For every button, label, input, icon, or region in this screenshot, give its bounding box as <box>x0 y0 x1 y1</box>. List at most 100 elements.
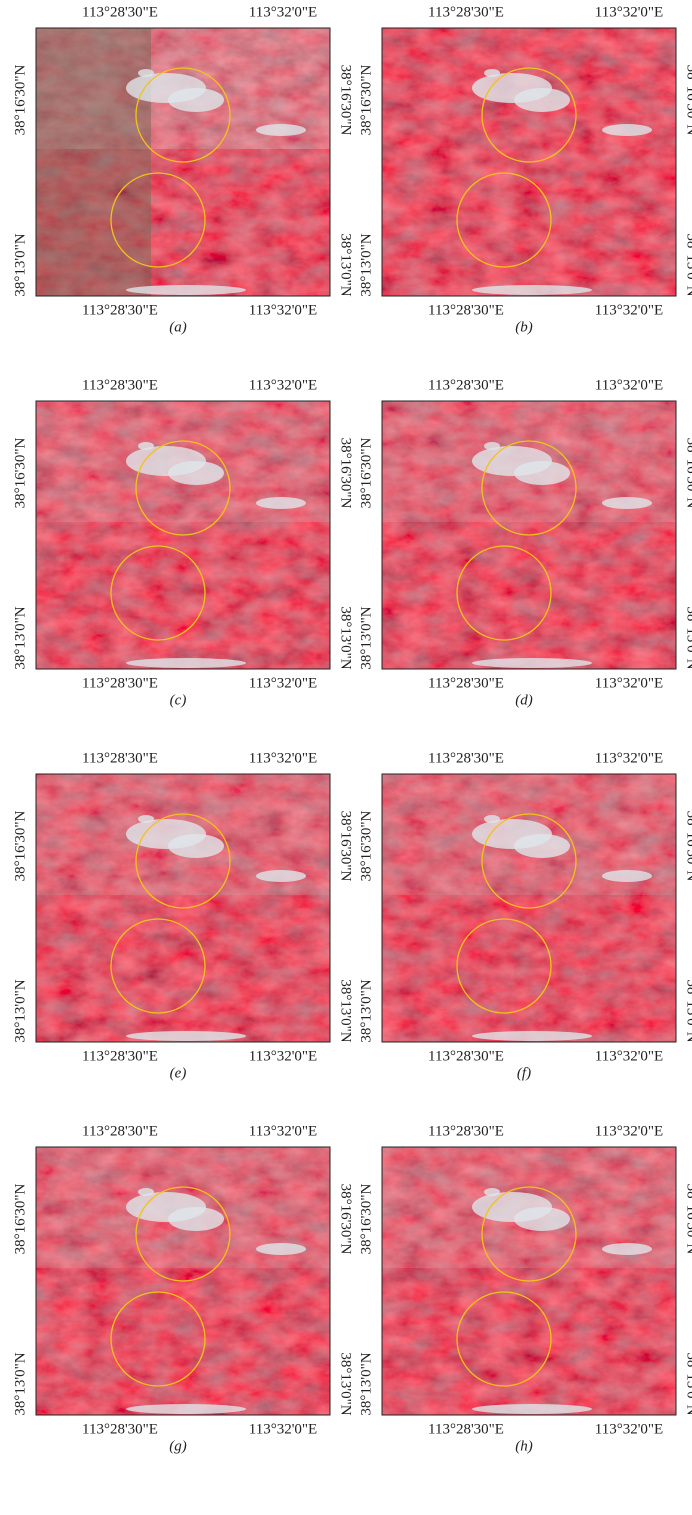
bright-area <box>472 658 592 668</box>
map-panel: 113°28'30"E 113°28'30"E 113°32'0"E 113°32'0… <box>12 377 353 708</box>
bright-area <box>602 124 652 136</box>
map-frame <box>35 27 331 297</box>
bright-area <box>168 461 224 485</box>
bottom-longitude-label: 113°28'30"E <box>428 1048 504 1064</box>
bright-area <box>168 88 224 112</box>
top-longitude-label: 113°28'30"E <box>428 750 504 766</box>
right-latitude-label: 38°13'0"N <box>684 1352 692 1415</box>
bright-area <box>256 497 306 509</box>
study-circle <box>481 67 577 163</box>
bright-area <box>602 870 652 882</box>
study-circle <box>456 918 552 1014</box>
top-longitude-label: 113°32'0"E <box>249 377 317 393</box>
bright-area <box>472 1404 592 1414</box>
left-latitude-label: 38°13'0"N <box>358 233 374 296</box>
panel-caption: (h) <box>515 1438 533 1454</box>
bright-area <box>126 658 246 668</box>
panel-caption: (a) <box>169 319 187 335</box>
map-panel: 113°28'30"E 113°28'30"E 113°32'0"E 113°32'0… <box>358 4 692 335</box>
study-circle <box>135 67 231 163</box>
bright-area <box>126 1404 246 1414</box>
study-circle <box>481 1186 577 1282</box>
map-frame <box>35 1146 331 1416</box>
right-latitude-label: 38°16'30"N <box>338 438 354 509</box>
bottom-longitude-label: 113°32'0"E <box>595 1421 663 1437</box>
top-longitude-label: 113°28'30"E <box>428 1123 504 1139</box>
bottom-longitude-label: 113°32'0"E <box>249 1421 317 1437</box>
panel-caption: (f) <box>517 1065 531 1081</box>
bottom-longitude-label: 113°28'30"E <box>82 1048 158 1064</box>
bottom-longitude-label: 113°28'30"E <box>428 675 504 691</box>
map-panel: 113°28'30"E 113°28'30"E 113°32'0"E 113°32'0… <box>12 750 353 1081</box>
study-circle <box>110 545 206 641</box>
top-longitude-label: 113°28'30"E <box>428 377 504 393</box>
left-latitude-label: 38°13'0"N <box>12 1352 28 1415</box>
study-circle <box>456 1291 552 1387</box>
left-latitude-label: 38°13'0"N <box>12 606 28 669</box>
bright-area <box>484 1188 500 1196</box>
top-longitude-label: 113°28'30"E <box>82 750 158 766</box>
left-latitude-label: 38°16'30"N <box>12 811 28 882</box>
right-latitude-label: 38°16'30"N <box>684 65 692 136</box>
right-latitude-label: 38°13'0"N <box>684 979 692 1042</box>
bottom-longitude-label: 113°28'30"E <box>82 302 158 318</box>
bright-area <box>602 1243 652 1255</box>
left-latitude-label: 38°16'30"N <box>358 1184 374 1255</box>
bottom-longitude-label: 113°32'0"E <box>595 1048 663 1064</box>
top-longitude-label: 113°32'0"E <box>249 4 317 20</box>
study-circle <box>135 1186 231 1282</box>
map-panel: 113°28'30"E 113°28'30"E 113°32'0"E 113°32'0… <box>12 1123 353 1454</box>
top-longitude-label: 113°28'30"E <box>82 4 158 20</box>
bottom-longitude-label: 113°28'30"E <box>82 675 158 691</box>
left-latitude-label: 38°16'30"N <box>358 811 374 882</box>
study-circle <box>110 1291 206 1387</box>
study-circle <box>481 813 577 909</box>
bright-area <box>602 497 652 509</box>
top-longitude-label: 113°32'0"E <box>595 1123 663 1139</box>
left-latitude-label: 38°16'30"N <box>358 65 374 136</box>
right-latitude-label: 38°13'0"N <box>684 233 692 296</box>
bottom-longitude-label: 113°32'0"E <box>249 1048 317 1064</box>
right-latitude-label: 38°16'30"N <box>684 1184 692 1255</box>
right-latitude-label: 38°16'30"N <box>684 811 692 882</box>
right-latitude-label: 38°16'30"N <box>338 1184 354 1255</box>
top-longitude-label: 113°32'0"E <box>595 377 663 393</box>
bottom-longitude-label: 113°32'0"E <box>249 302 317 318</box>
bright-area <box>472 285 592 295</box>
left-latitude-label: 38°13'0"N <box>12 979 28 1042</box>
map-panel: 113°28'30"E 113°28'30"E 113°32'0"E 113°32'0… <box>358 750 692 1081</box>
bright-area <box>138 815 154 823</box>
bright-area <box>138 69 154 77</box>
map-frame <box>35 773 331 1043</box>
right-latitude-label: 38°13'0"N <box>338 606 354 669</box>
right-latitude-label: 38°16'30"N <box>684 438 692 509</box>
bright-area <box>256 124 306 136</box>
bright-area <box>484 815 500 823</box>
study-circle <box>110 172 206 268</box>
bottom-longitude-label: 113°28'30"E <box>428 302 504 318</box>
map-frame <box>381 27 677 297</box>
bright-area <box>126 285 246 295</box>
panel-caption: (e) <box>170 1065 187 1081</box>
right-latitude-label: 38°13'0"N <box>338 979 354 1042</box>
bright-area <box>514 88 570 112</box>
left-latitude-label: 38°16'30"N <box>12 65 28 136</box>
right-latitude-label: 38°13'0"N <box>338 233 354 296</box>
map-frame <box>35 400 331 670</box>
bright-area <box>472 1031 592 1041</box>
top-longitude-label: 113°28'30"E <box>428 4 504 20</box>
bright-area <box>514 461 570 485</box>
study-circle <box>456 545 552 641</box>
left-latitude-label: 38°16'30"N <box>12 438 28 509</box>
bottom-longitude-label: 113°32'0"E <box>595 675 663 691</box>
left-latitude-label: 38°13'0"N <box>12 233 28 296</box>
bottom-longitude-label: 113°28'30"E <box>82 1421 158 1437</box>
panel-caption: (c) <box>170 692 187 708</box>
bright-area <box>256 1243 306 1255</box>
top-longitude-label: 113°32'0"E <box>595 750 663 766</box>
top-longitude-label: 113°32'0"E <box>249 750 317 766</box>
panel-caption: (g) <box>169 1438 187 1454</box>
left-latitude-label: 38°16'30"N <box>12 1184 28 1255</box>
left-latitude-label: 38°13'0"N <box>358 606 374 669</box>
